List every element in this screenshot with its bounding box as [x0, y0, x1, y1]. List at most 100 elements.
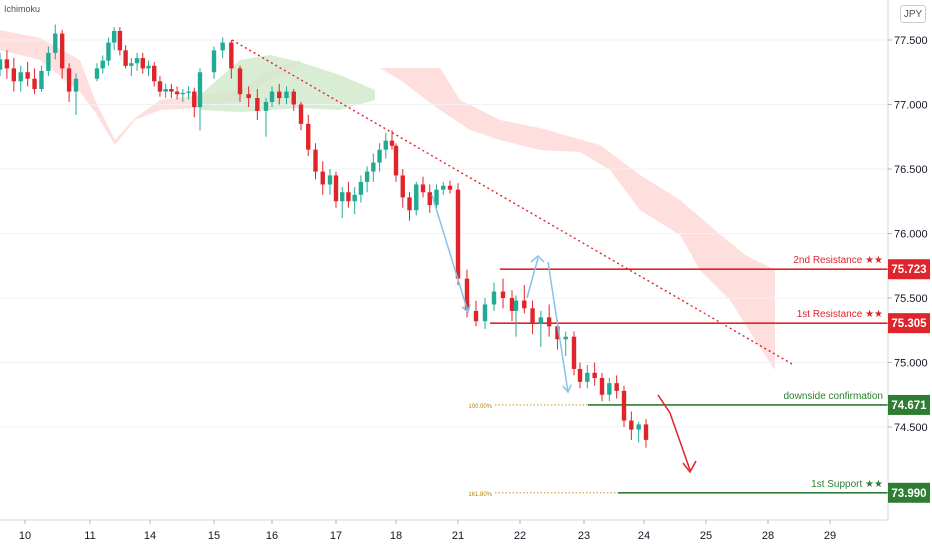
- candle: [39, 65, 44, 92]
- candle-body: [358, 181, 364, 195]
- candle-body: [509, 298, 515, 311]
- candle: [607, 377, 612, 402]
- candle: [291, 89, 296, 111]
- candle: [117, 27, 123, 56]
- candle-body: [393, 145, 399, 176]
- candle: [46, 46, 51, 77]
- candle: [146, 60, 151, 77]
- candle: [383, 132, 388, 159]
- blue-arrow-2-shaft: [547, 261, 569, 393]
- candle: [129, 58, 134, 77]
- candle-body: [306, 123, 311, 150]
- candle-body: [229, 42, 234, 69]
- candle: [414, 181, 419, 216]
- red-arrow-head: [682, 460, 697, 474]
- y-tick-label: 75.500: [894, 293, 928, 305]
- level-name: 1st Support ★★: [811, 479, 883, 490]
- candle-body: [621, 390, 627, 421]
- y-tick-label: 75.000: [894, 358, 928, 370]
- ichimoku-cloud: [0, 30, 775, 370]
- candle-body: [599, 377, 605, 395]
- candle-body: [66, 68, 72, 92]
- blue-arrow-1-shaft: [431, 194, 469, 313]
- candle-body: [246, 94, 251, 99]
- candle-body: [117, 30, 123, 51]
- candle-body: [25, 72, 30, 79]
- candle-body: [592, 372, 597, 378]
- candle: [327, 169, 333, 195]
- candle-body: [313, 149, 318, 172]
- price-label: 73.990: [888, 482, 930, 503]
- candle-body: [39, 70, 44, 90]
- candle-body: [111, 30, 117, 43]
- x-tick-label: 21: [452, 530, 464, 542]
- x-tick-label: 22: [514, 530, 526, 542]
- level-name: 1st Resistance ★★: [797, 309, 883, 320]
- candle: [621, 385, 627, 427]
- candle: [277, 83, 282, 105]
- candle: [340, 187, 345, 219]
- candle: [32, 68, 37, 95]
- candle: [563, 331, 568, 357]
- candle-body: [482, 304, 488, 322]
- candle: [352, 187, 357, 215]
- candle-body: [377, 149, 382, 163]
- candle: [59, 29, 65, 79]
- x-tick-label: 28: [762, 530, 774, 542]
- candle: [389, 130, 395, 150]
- candle-body: [629, 420, 634, 430]
- candle: [546, 304, 552, 337]
- candle-body: [447, 185, 453, 190]
- candle-body: [140, 58, 145, 69]
- candle: [53, 24, 58, 60]
- x-tick-label: 25: [700, 530, 712, 542]
- candle: [636, 421, 641, 443]
- candle-body: [513, 300, 519, 311]
- y-tick-label: 76.000: [894, 229, 928, 241]
- arrows: [431, 194, 697, 474]
- axes: 77.500 77.000 76.500 76.000 75.500 75.000 74.5…: [0, 0, 930, 542]
- price-label-box: [888, 259, 930, 280]
- candle: [255, 89, 260, 120]
- candle-body: [237, 68, 243, 95]
- fib-label: 161.80%: [468, 492, 492, 498]
- y-tick-label: 76.500: [894, 164, 928, 176]
- candle-body: [538, 317, 544, 324]
- candle: [180, 89, 186, 102]
- candle: [140, 52, 145, 74]
- indicator-label[interactable]: Ichimoku: [4, 4, 41, 14]
- candle-body: [146, 65, 151, 69]
- x-tick-label: 29: [824, 530, 836, 542]
- candle: [599, 372, 605, 402]
- candle-body: [211, 50, 217, 73]
- candle: [522, 285, 527, 314]
- candle: [186, 86, 191, 100]
- candle-body: [73, 78, 79, 92]
- currency-badge[interactable]: JPY: [900, 5, 926, 23]
- candle-body: [220, 42, 225, 51]
- candle-body: [59, 33, 65, 69]
- candle: [163, 83, 168, 99]
- level-name: downside confirmation: [784, 391, 884, 402]
- candle: [482, 298, 488, 329]
- candle: [346, 181, 351, 208]
- candle-body: [364, 171, 370, 182]
- candle: [152, 61, 157, 87]
- candle: [320, 161, 325, 195]
- candle-body: [577, 368, 583, 382]
- candle-body: [46, 52, 51, 71]
- candle: [441, 181, 446, 195]
- candle: [400, 169, 405, 208]
- level-lines: 2nd Resistance ★★ 1st Resistance ★★ downsi…: [490, 255, 888, 494]
- candles: [0, 24, 649, 448]
- candle-body: [284, 91, 289, 99]
- candle: [571, 331, 577, 376]
- candle-body: [571, 336, 577, 369]
- candle: [220, 37, 225, 59]
- x-tick-label: 10: [19, 530, 31, 542]
- candle-body: [263, 101, 269, 111]
- candle: [298, 101, 304, 131]
- y-tick-label: 77.000: [894, 100, 928, 112]
